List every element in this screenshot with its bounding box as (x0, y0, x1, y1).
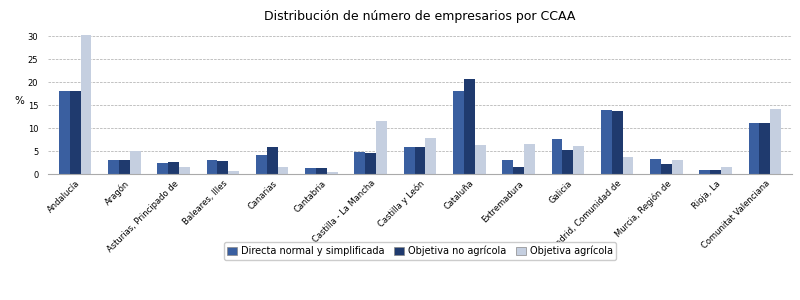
Bar (474, 145, 486, 174)
Bar (749, 122, 759, 174)
Y-axis label: %: % (14, 95, 24, 106)
Bar (513, 167, 524, 174)
Bar (464, 80, 474, 174)
Bar (108, 160, 119, 174)
Bar (622, 158, 634, 174)
Bar (601, 110, 612, 174)
Bar (327, 172, 338, 174)
Bar (81, 35, 91, 174)
Bar (574, 146, 584, 174)
Bar (759, 123, 770, 174)
Bar (376, 121, 387, 174)
Bar (354, 152, 366, 174)
Bar (119, 160, 130, 174)
Bar (650, 159, 661, 174)
Bar (168, 162, 179, 174)
Bar (562, 150, 574, 174)
Bar (316, 168, 327, 174)
Bar (158, 163, 168, 174)
Bar (661, 164, 672, 174)
Bar (70, 91, 81, 174)
Bar (206, 160, 218, 174)
Bar (710, 170, 721, 174)
Bar (672, 160, 682, 174)
Bar (256, 155, 266, 174)
Bar (770, 109, 781, 174)
Bar (699, 170, 710, 174)
Bar (218, 161, 228, 174)
Bar (551, 139, 562, 174)
Legend: Directa normal y simplificada, Objetiva no agrícola, Objetiva agrícola: Directa normal y simplificada, Objetiva … (223, 242, 617, 260)
Bar (524, 144, 535, 174)
Bar (404, 147, 414, 174)
Bar (502, 160, 513, 174)
Bar (59, 91, 70, 174)
Bar (453, 91, 464, 174)
Bar (228, 171, 239, 174)
Bar (426, 138, 436, 174)
Bar (366, 153, 376, 174)
Bar (305, 168, 316, 174)
Bar (612, 111, 622, 174)
Bar (414, 147, 426, 174)
Bar (130, 151, 141, 174)
Bar (266, 147, 278, 174)
Title: Distribución de número de empresarios por CCAA: Distribución de número de empresarios po… (264, 10, 576, 23)
Bar (179, 167, 190, 174)
Bar (278, 167, 289, 174)
Bar (721, 167, 732, 174)
